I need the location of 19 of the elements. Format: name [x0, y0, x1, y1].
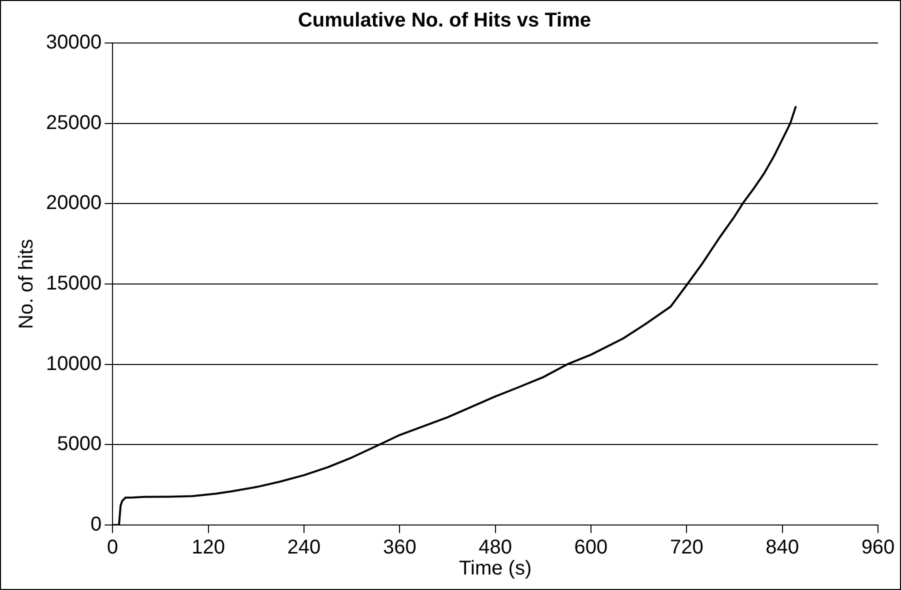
y-tick-label: 25000	[46, 112, 102, 134]
x-tick-label: 840	[766, 536, 800, 559]
y-tick-label: 5000	[57, 433, 102, 456]
y-tick-label: 0	[90, 514, 102, 536]
x-tick-label: 720	[670, 536, 704, 559]
y-tick-label: 15000	[46, 272, 102, 295]
chart-title: Cumulative No. of Hits vs Time	[298, 10, 592, 32]
x-tick-label: 240	[287, 536, 321, 559]
x-tick-label: 480	[478, 536, 512, 559]
x-tick-label: 120	[192, 536, 225, 559]
y-axis-title: No. of hits	[16, 238, 38, 330]
y-tick-label: 10000	[46, 352, 102, 375]
x-tick-label: 0	[107, 536, 118, 559]
x-tick-label: 600	[574, 536, 608, 559]
y-tick-label: 20000	[46, 192, 102, 214]
x-tick-label: 360	[382, 536, 416, 559]
x-tick-label: 960	[861, 536, 895, 559]
x-axis-title: Time (s)	[459, 558, 532, 580]
y-tick-label: 30000	[46, 32, 102, 54]
